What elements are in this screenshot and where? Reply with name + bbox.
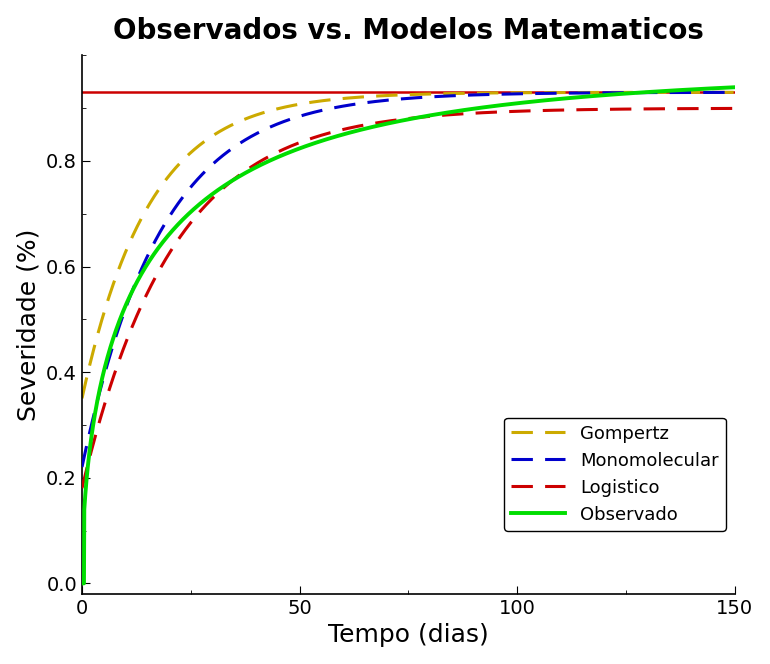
Observado	[111, 328, 120, 336]
Legend: Gompertz, Monomolecular, Logistico, Observado: Gompertz, Monomolecular, Logistico, Obse…	[504, 418, 726, 531]
Observado	[77, 580, 86, 588]
Monomolecular	[711, 88, 721, 96]
Line: Logistico: Logistico	[82, 108, 735, 488]
Observado	[395, 117, 404, 125]
Line: Observado: Observado	[82, 87, 735, 584]
Logistico	[111, 367, 120, 375]
Monomolecular	[730, 88, 739, 96]
Y-axis label: Severidade (%): Severidade (%)	[17, 228, 41, 421]
Line: Gompertz: Gompertz	[82, 92, 735, 398]
X-axis label: Tempo (dias): Tempo (dias)	[328, 623, 489, 647]
Line: Monomolecular: Monomolecular	[82, 92, 735, 467]
Gompertz	[730, 88, 739, 96]
Monomolecular	[591, 89, 601, 97]
Observado	[711, 84, 720, 92]
Gompertz	[395, 91, 404, 99]
Logistico	[591, 106, 601, 114]
Gompertz	[711, 88, 720, 96]
Logistico	[377, 118, 387, 126]
Logistico	[711, 104, 720, 112]
Logistico	[395, 116, 404, 124]
Observado	[730, 83, 739, 91]
Gompertz	[591, 88, 601, 96]
Gompertz	[377, 92, 387, 100]
Gompertz	[111, 274, 120, 282]
Title: Observados vs. Modelos Matematicos: Observados vs. Modelos Matematicos	[113, 17, 704, 44]
Monomolecular	[711, 88, 720, 96]
Logistico	[730, 104, 739, 112]
Monomolecular	[77, 463, 86, 471]
Monomolecular	[395, 95, 404, 103]
Logistico	[711, 104, 721, 112]
Gompertz	[77, 394, 86, 402]
Observado	[711, 84, 721, 92]
Logistico	[77, 484, 86, 492]
Gompertz	[711, 88, 721, 96]
Monomolecular	[377, 97, 387, 105]
Monomolecular	[111, 334, 120, 342]
Observado	[591, 92, 601, 100]
Observado	[377, 121, 387, 129]
